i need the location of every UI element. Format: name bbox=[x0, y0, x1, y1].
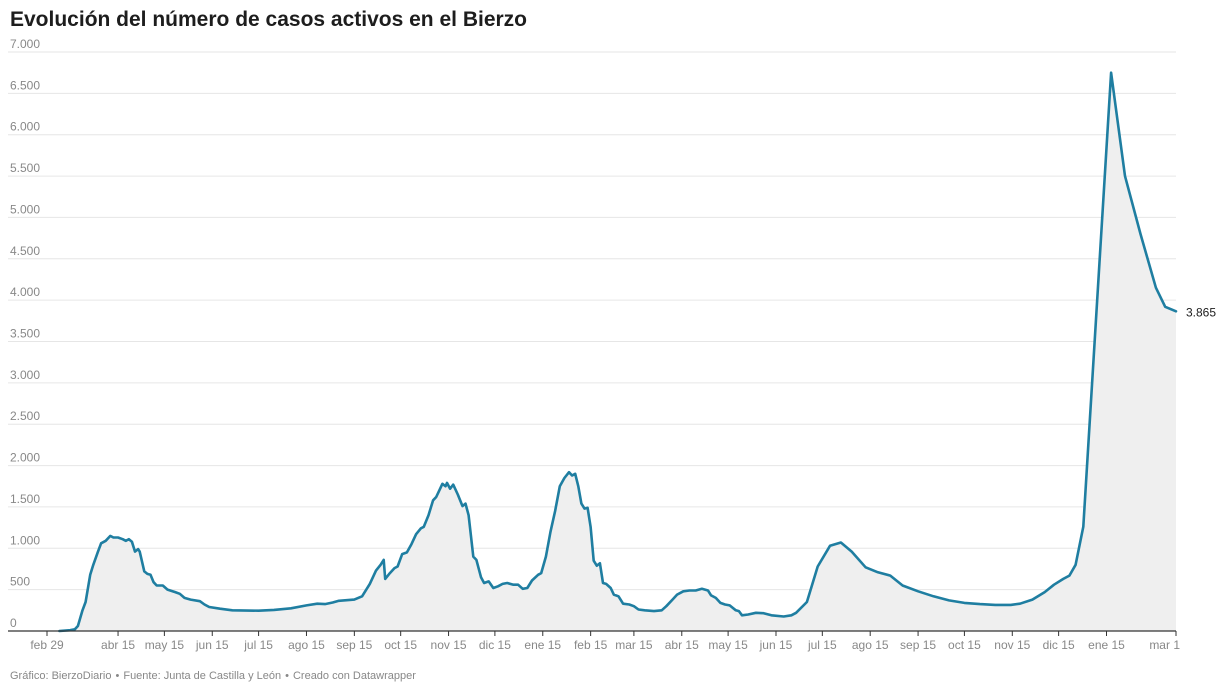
x-tick-label: abr 15 bbox=[665, 638, 699, 652]
x-tick-label: oct 15 bbox=[384, 638, 417, 652]
x-axis-labels: feb 29 abr 15 may 15 jun 15 jul 15 ago 15 sep … bbox=[30, 638, 1180, 652]
x-tick-label: mar 15 bbox=[615, 638, 653, 652]
x-tick-label: feb 15 bbox=[574, 638, 608, 652]
x-tick-label: nov 15 bbox=[994, 638, 1030, 652]
y-tick-label: 5.000 bbox=[10, 202, 40, 216]
x-tick-label: jul 15 bbox=[243, 638, 273, 652]
x-tick-label: feb 29 bbox=[30, 638, 64, 652]
gridlines bbox=[8, 51, 1176, 591]
end-value-label: 3.865 bbox=[1186, 305, 1216, 319]
x-tick-label: may 15 bbox=[708, 638, 748, 652]
x-tick-label: ene 15 bbox=[1088, 638, 1125, 652]
x-axis-ticks bbox=[46, 631, 1177, 636]
y-tick-label: 6.500 bbox=[10, 78, 40, 92]
footer-source: Fuente: Junta de Castilla y León bbox=[123, 670, 282, 682]
y-tick-label: 2.000 bbox=[10, 451, 40, 465]
y-tick-label: 2.500 bbox=[10, 409, 40, 423]
x-tick-label: jun 15 bbox=[759, 638, 793, 652]
x-tick-label: jul 15 bbox=[807, 638, 837, 652]
x-tick-label: ago 15 bbox=[288, 638, 325, 652]
footer-separator: • bbox=[115, 670, 120, 682]
y-tick-label: 5.500 bbox=[10, 161, 40, 175]
x-tick-label: dic 15 bbox=[1043, 638, 1075, 652]
y-tick-label: 4.000 bbox=[10, 285, 40, 299]
footer-chart-by: Gráfico: BierzoDiario bbox=[10, 670, 112, 682]
chart-title: Evolución del número de casos activos en… bbox=[10, 8, 527, 31]
series-area bbox=[59, 72, 1176, 631]
footer-separator: • bbox=[285, 670, 289, 682]
x-tick-label: ene 15 bbox=[524, 638, 561, 652]
y-tick-label: 1.000 bbox=[10, 533, 40, 547]
x-tick-label: may 15 bbox=[145, 638, 185, 652]
y-tick-label: 3.500 bbox=[10, 327, 40, 341]
series-line bbox=[58, 71, 1178, 633]
y-tick-label: 6.000 bbox=[10, 120, 40, 134]
x-tick-label: abr 15 bbox=[101, 638, 135, 652]
footer: Gráfico: BierzoDiario • Fuente: Junta de C… bbox=[10, 670, 416, 682]
y-tick-label: 0 bbox=[10, 616, 17, 630]
x-tick-label: dic 15 bbox=[479, 638, 511, 652]
x-tick-label: ago 15 bbox=[852, 638, 889, 652]
x-tick-label: jun 15 bbox=[195, 638, 229, 652]
y-tick-label: 4.500 bbox=[10, 244, 40, 258]
x-tick-label: sep 15 bbox=[900, 638, 936, 652]
y-tick-label: 7.000 bbox=[10, 37, 40, 51]
x-tick-label: mar 1 bbox=[1149, 638, 1180, 652]
footer-tool: Creado con Datawrapper bbox=[292, 670, 416, 682]
y-tick-label: 3.000 bbox=[10, 368, 40, 382]
y-tick-label: 1.500 bbox=[10, 492, 40, 506]
x-tick-label: sep 15 bbox=[336, 638, 372, 652]
y-tick-label: 500 bbox=[10, 575, 30, 589]
x-tick-label: oct 15 bbox=[948, 638, 981, 652]
y-axis-labels: 0 500 1.000 1.500 2.000 2.500 3.000 3.500 4.000 4… bbox=[10, 37, 40, 630]
x-tick-label: nov 15 bbox=[431, 638, 467, 652]
